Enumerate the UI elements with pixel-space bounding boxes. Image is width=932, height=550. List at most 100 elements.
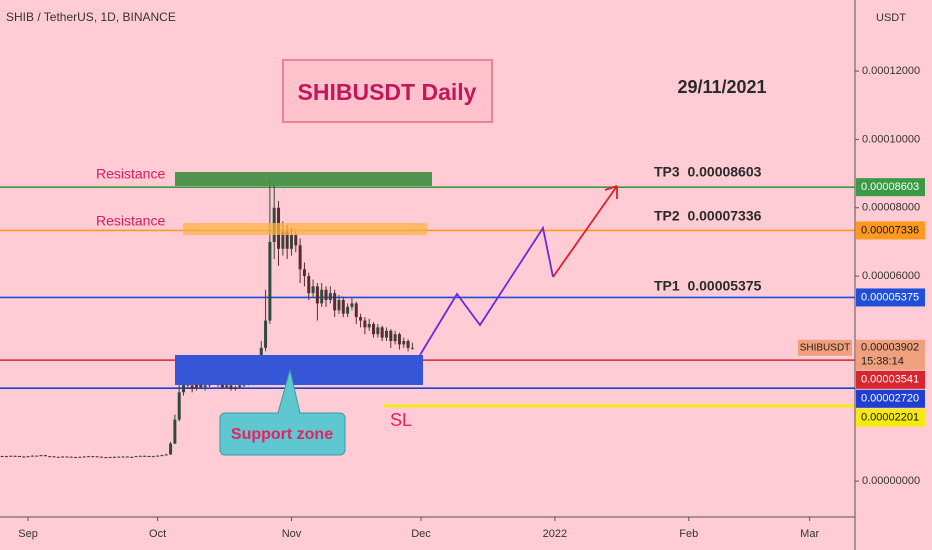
candle-body	[130, 456, 134, 458]
support-label: Support zone	[231, 426, 333, 443]
candle-body	[43, 455, 47, 457]
candle-body	[328, 293, 332, 301]
support-zone	[175, 355, 423, 385]
candle-body	[13, 455, 17, 457]
candle-body	[410, 347, 414, 349]
candle-body	[220, 383, 224, 388]
x-tick-label: Oct	[149, 528, 166, 540]
x-tick-label: Sep	[18, 528, 38, 540]
x-tick-label: Feb	[679, 528, 698, 540]
currency-label: USDT	[876, 12, 906, 24]
price-level-label: 0.00002201	[861, 412, 919, 424]
price-level-label: 0.00003541	[861, 374, 919, 386]
x-tick-label: Dec	[411, 528, 431, 540]
tp-label: TP1 0.00005375	[654, 278, 762, 294]
candle-body	[26, 456, 30, 458]
candle-body	[402, 341, 406, 345]
candle-body	[52, 456, 56, 458]
candle-body	[337, 300, 341, 311]
candle-body	[56, 456, 60, 458]
candle-body	[203, 385, 207, 388]
candle-body	[182, 378, 186, 393]
candle-body	[65, 456, 69, 458]
candle-body	[397, 334, 401, 345]
plot-area	[0, 178, 855, 459]
candle-body	[333, 293, 337, 311]
candle-body	[380, 327, 384, 338]
price-level-label: 0.00005375	[861, 291, 919, 303]
candle-body	[406, 341, 410, 348]
y-tick-label: 0.00012000	[862, 65, 920, 77]
candle-body	[350, 303, 354, 307]
candle-body	[9, 455, 13, 457]
candle-body	[112, 456, 116, 458]
candle-body	[367, 323, 371, 328]
candle-body	[138, 455, 142, 457]
symbol-label: SHIBUSDT	[800, 342, 851, 353]
candle-body	[39, 455, 43, 457]
candle-body	[17, 456, 21, 458]
y-tick-label: 0.00000000	[862, 475, 920, 487]
candle-body	[35, 455, 39, 457]
candle-body	[229, 385, 233, 389]
candle-body	[376, 327, 380, 335]
candle-body	[104, 457, 108, 459]
candle-body	[372, 323, 376, 335]
candle-body	[30, 455, 34, 457]
candle-body	[384, 330, 388, 338]
candle-body	[264, 320, 268, 348]
price-level-label: 0.00002720	[861, 393, 919, 405]
candle-body	[324, 289, 328, 301]
candle-body	[177, 392, 181, 420]
candle-body	[341, 300, 345, 314]
y-tick-label: 0.00008000	[862, 202, 920, 214]
candle-body	[173, 419, 177, 444]
candle-body	[285, 231, 289, 249]
candle-body	[117, 456, 121, 458]
candle-body	[289, 235, 293, 249]
candle-body	[302, 269, 306, 277]
candle-body	[74, 457, 78, 459]
candle-body	[156, 455, 160, 457]
candle-body	[238, 385, 242, 388]
projection-arrow	[552, 185, 618, 278]
candle-body	[4, 456, 8, 458]
y-tick-label: 0.00010000	[862, 133, 920, 145]
x-tick-label: Mar	[800, 528, 819, 540]
candle-body	[233, 387, 237, 389]
candle-body	[190, 385, 194, 389]
candle-body	[281, 231, 285, 249]
candle-body	[359, 317, 363, 321]
candle-body	[315, 286, 319, 304]
candle-body	[82, 456, 86, 458]
resistance-zone	[183, 223, 427, 235]
candle-body	[87, 456, 91, 458]
candle-body	[294, 235, 298, 246]
candle-body	[125, 456, 129, 458]
candle-body	[0, 456, 4, 458]
candle-body	[22, 456, 26, 458]
candle-body	[61, 456, 65, 458]
candle-body	[354, 303, 358, 318]
symbol-box	[798, 339, 852, 356]
candle-body	[389, 330, 393, 342]
last-price-box	[856, 339, 925, 370]
countdown-label: 15:38:14	[861, 356, 904, 368]
candle-body	[393, 334, 397, 342]
candle-body	[121, 456, 125, 458]
last-price-label: 0.00003902	[861, 342, 919, 354]
candle-body	[307, 276, 311, 294]
y-tick-label: 0.00006000	[862, 270, 920, 282]
tp-label: TP3 0.00008603	[654, 164, 762, 180]
price-level-box	[856, 221, 925, 240]
tp-label: TP2 0.00007336	[654, 208, 762, 224]
candle-body	[268, 241, 272, 321]
candle-body	[169, 443, 173, 455]
candle-body	[147, 456, 151, 458]
resistance-zone	[175, 172, 432, 186]
candle-body	[95, 456, 99, 458]
candle-body	[91, 456, 95, 458]
candle-body	[225, 385, 229, 388]
